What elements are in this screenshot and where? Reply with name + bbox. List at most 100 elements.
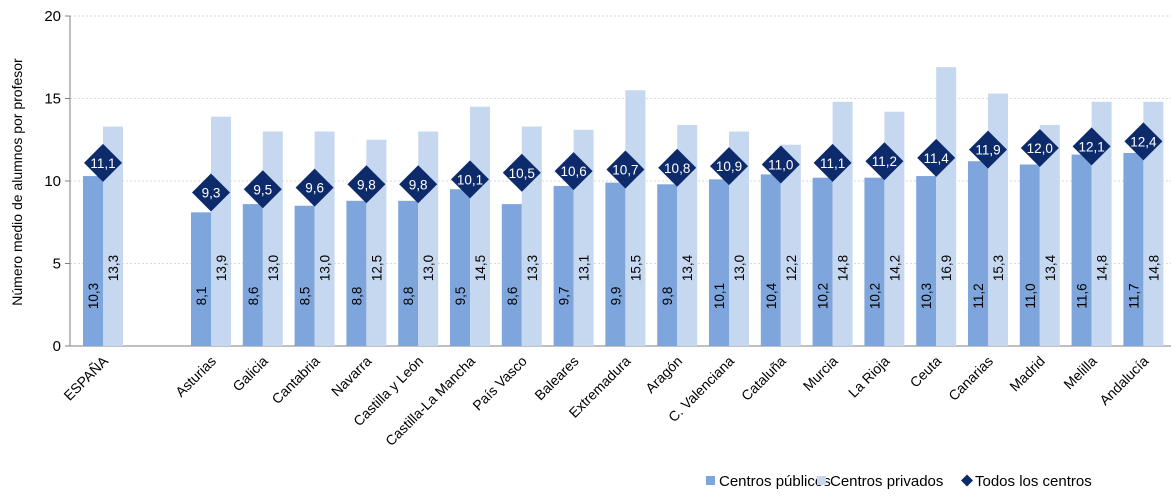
bar-private-value-label: 13,4 <box>680 254 695 281</box>
bar-public <box>605 182 626 346</box>
bar-public-value-label: 8,6 <box>246 287 261 306</box>
marker-all-centres <box>347 165 386 204</box>
bar-public <box>864 177 885 346</box>
bar-public-value-label: 10,2 <box>867 283 882 309</box>
bar-public <box>968 161 988 346</box>
category-label: La Rioja <box>845 353 893 401</box>
bar-public-value-label: 10,3 <box>86 283 101 309</box>
marker-all-centres <box>1124 122 1163 161</box>
marker-value-label: 12,0 <box>1027 141 1053 156</box>
marker-value-label: 10,6 <box>560 164 586 179</box>
bar-private-value-label: 14,2 <box>887 255 902 281</box>
legend-swatch <box>817 476 826 485</box>
marker-value-label: 11,9 <box>975 143 1000 158</box>
marker-all-centres <box>1020 129 1059 167</box>
category-label: Cantabria <box>268 353 322 407</box>
marker-value-label: 11,4 <box>924 151 950 166</box>
y-tick-label: 10 <box>44 173 61 190</box>
marker-all-centres <box>502 153 541 192</box>
y-tick-label: 0 <box>53 338 61 355</box>
marker-all-centres <box>710 147 748 186</box>
bar-public <box>501 204 522 346</box>
bar-public-value-label: 9,8 <box>660 287 675 306</box>
bar-private-value-label: 13,3 <box>525 255 540 281</box>
legend-label: Centros públicos <box>719 473 831 490</box>
bar-public-value-label: 11,2 <box>971 283 986 308</box>
category-label: Melilla <box>1060 353 1100 393</box>
bar-public <box>812 177 833 346</box>
marker-all-centres <box>554 152 593 191</box>
marker-all-centres <box>969 130 1007 169</box>
bar-public <box>346 200 367 346</box>
legend-swatch-diamond <box>961 474 973 487</box>
bar-public-value-label: 10,4 <box>764 282 779 309</box>
category-label: Galicia <box>229 353 271 395</box>
bar-private-value-label: 14,8 <box>1095 255 1110 281</box>
bar-private-value-label: 15,3 <box>991 255 1006 281</box>
bar-public <box>1071 154 1092 346</box>
category-label: Cataluña <box>738 353 789 404</box>
bar-public-value-label: 10,3 <box>919 283 934 309</box>
marker-value-label: 9,8 <box>357 177 376 192</box>
bar-public <box>553 185 574 346</box>
bar-private <box>211 116 231 347</box>
marker-value-label: 10,5 <box>509 166 535 181</box>
legend-label: Centros privados <box>830 473 943 490</box>
bar-public <box>242 204 263 346</box>
bar-private-value-label: 13,0 <box>318 255 333 281</box>
category-label: Asturias <box>172 353 219 400</box>
bar-public <box>191 212 211 346</box>
bar-private <box>832 101 853 346</box>
bar-public-value-label: 9,5 <box>453 287 468 306</box>
marker-value-label: 11,1 <box>820 156 845 171</box>
bar-private <box>625 90 646 346</box>
marker-value-label: 11,1 <box>90 156 115 171</box>
bar-private <box>470 106 490 346</box>
bar-private-value-label: 12,5 <box>369 255 384 281</box>
bar-public <box>1123 152 1144 346</box>
marker-all-centres <box>761 145 800 184</box>
bar-public-value-label: 10,2 <box>816 283 831 309</box>
bar-public <box>294 205 315 346</box>
markers: 11,1 9,3 9,5 9,6 9,8 9,8 10,1 10,5 10,6 10,7 10,8 1… <box>84 122 1163 212</box>
marker-all-centres <box>243 170 282 209</box>
bar-public-value-label: 8,8 <box>349 287 364 306</box>
bars: 10,3 13,3 8,1 13,9 8,6 13,0 8,5 13,0 8,8 12,5 8,8 1… <box>83 67 1164 347</box>
category-label: ESPAÑA <box>60 352 111 403</box>
marker-value-label: 10,1 <box>457 172 483 187</box>
bar-public <box>657 184 678 346</box>
marker-all-centres <box>917 138 956 177</box>
category-label: País Vasco <box>469 353 530 414</box>
bar-private <box>1143 101 1164 346</box>
bar-private <box>729 131 749 346</box>
legend: Centros públicos Centros privados Todos lo… <box>706 473 1092 490</box>
marker-all-centres <box>192 173 230 212</box>
bar-private <box>103 126 123 346</box>
bar-public <box>709 179 729 346</box>
marker-all-centres <box>399 165 438 204</box>
bar-private-value-label: 16,9 <box>939 255 954 281</box>
bar-private <box>314 131 335 346</box>
bar-public <box>916 176 937 346</box>
bar-private <box>262 131 283 346</box>
bar-private-value-label: 13,0 <box>421 255 436 281</box>
bar-public <box>83 176 103 346</box>
bar-public-value-label: 10,1 <box>712 283 727 309</box>
bar-private-value-label: 14,5 <box>473 255 488 281</box>
marker-all-centres <box>865 142 904 181</box>
bar-private-value-label: 13,0 <box>732 255 747 281</box>
marker-value-label: 11,2 <box>872 154 897 169</box>
marker-all-centres <box>606 150 645 189</box>
bar-private-value-label: 14,8 <box>836 255 851 281</box>
bar-private-value-label: 12,2 <box>784 255 799 281</box>
bar-public-value-label: 9,9 <box>608 287 623 306</box>
category-label: Navarra <box>328 353 375 400</box>
legend-swatch <box>706 476 715 485</box>
marker-all-centres <box>813 143 852 182</box>
category-label: Aragón <box>642 353 685 396</box>
marker-value-label: 10,9 <box>716 159 742 174</box>
marker-value-label: 9,8 <box>409 177 428 192</box>
marker-all-centres <box>658 148 697 187</box>
bar-private <box>1091 101 1112 346</box>
